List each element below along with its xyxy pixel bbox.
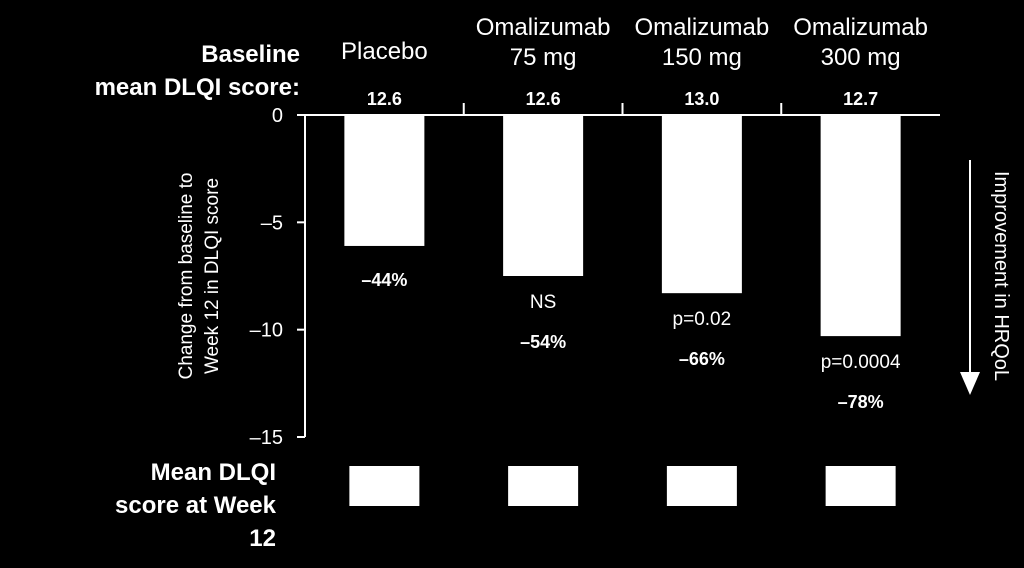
category-label-line: 300 mg — [821, 44, 901, 71]
percent-change-label: –54% — [520, 332, 566, 352]
baseline-value: 12.6 — [526, 89, 561, 109]
week12-row-label-line-2: score at Week — [115, 492, 277, 519]
p-value-label: NS — [530, 292, 556, 313]
category-label-line: 150 mg — [662, 44, 742, 71]
percent-change-label: –66% — [679, 349, 725, 369]
bar — [820, 115, 901, 337]
week12-score-box — [349, 466, 420, 506]
y-tick-label: –5 — [261, 212, 283, 234]
p-value-label: p=0.02 — [673, 309, 732, 330]
category-label-line: Omalizumab — [476, 14, 611, 41]
bar — [344, 115, 425, 246]
bar — [503, 115, 584, 276]
category-label-line: Placebo — [341, 38, 428, 65]
week12-row-label-line-3: 12 — [249, 525, 276, 552]
percent-change-label: –44% — [361, 270, 407, 290]
improvement-arrow-head — [960, 372, 980, 395]
y-tick-label: –15 — [250, 427, 283, 449]
y-axis-title-line-2: Week 12 in DLQI score — [202, 178, 223, 374]
week12-score-box — [508, 466, 579, 506]
baseline-value: 12.7 — [843, 89, 878, 109]
baseline-value: 12.6 — [367, 89, 402, 109]
week12-row-label-line-1: Mean DLQI — [151, 459, 276, 486]
baseline-value: 13.0 — [684, 89, 719, 109]
baseline-row-label-line-1: Baseline — [201, 41, 300, 68]
improvement-annotation: Improvement in HRQoL — [990, 171, 1012, 381]
percent-change-label: –78% — [838, 392, 884, 412]
baseline-row-label-line-2: mean DLQI score: — [95, 74, 300, 101]
category-label-line: Omalizumab — [635, 14, 770, 41]
y-tick-label: 0 — [272, 105, 283, 127]
category-label-line: Omalizumab — [793, 14, 928, 41]
category-label-line: 75 mg — [510, 44, 577, 71]
week12-score-box — [825, 466, 896, 506]
bar — [661, 115, 742, 294]
p-value-label: p=0.0004 — [821, 352, 901, 373]
week12-score-box — [666, 466, 737, 506]
y-axis-title-line-1: Change from baseline to — [176, 172, 197, 379]
y-tick-label: –10 — [250, 320, 283, 342]
